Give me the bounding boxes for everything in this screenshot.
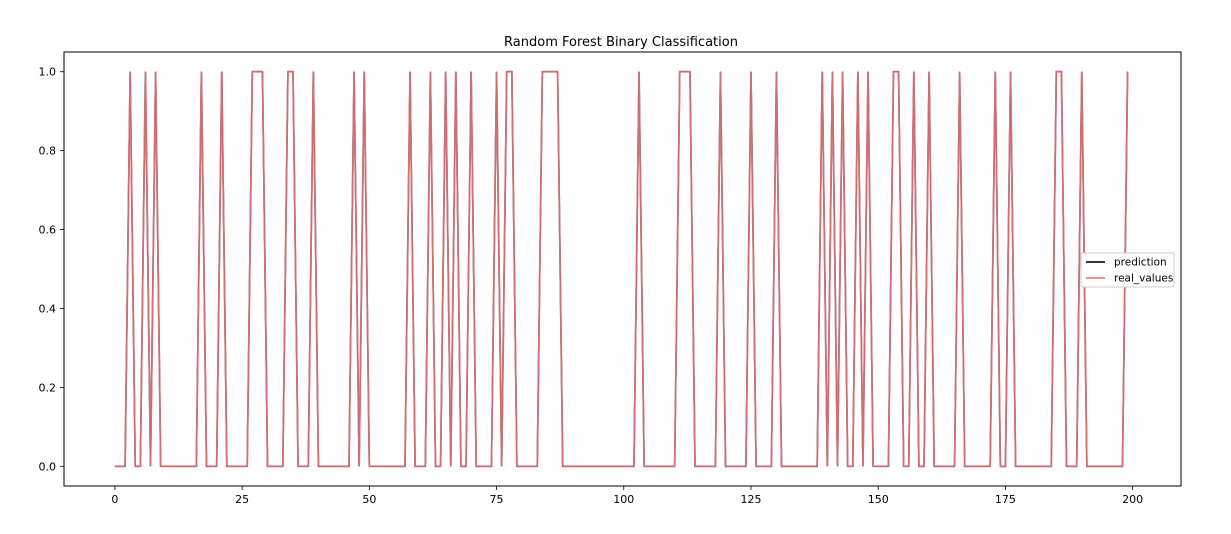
x-tick-label: 175 xyxy=(995,493,1016,506)
series-layer xyxy=(114,70,1129,468)
x-tick-label: 0 xyxy=(111,493,118,506)
legend: prediction real_values xyxy=(1080,252,1175,288)
y-axis: 0.0 0.2 0.4 0.6 0.8 1.0 xyxy=(39,66,64,473)
y-tick-label: 0.8 xyxy=(39,145,57,158)
x-tick-label: 75 xyxy=(490,493,504,506)
x-tick-label: 25 xyxy=(235,493,249,506)
y-tick-label: 0.6 xyxy=(39,224,57,237)
x-tick-label: 50 xyxy=(362,493,376,506)
y-tick-label: 0.0 xyxy=(39,460,57,473)
legend-label-real-values: real_values xyxy=(1114,273,1173,285)
chart-title: Random Forest Binary Classification xyxy=(504,35,738,50)
x-tick-label: 150 xyxy=(868,493,889,506)
series-line-real-values xyxy=(114,70,1129,468)
y-tick-label: 0.4 xyxy=(39,302,57,315)
x-tick-label: 200 xyxy=(1122,493,1143,506)
legend-label-prediction: prediction xyxy=(1114,257,1167,269)
y-tick-label: 0.2 xyxy=(39,381,57,394)
x-tick-label: 125 xyxy=(740,493,761,506)
y-tick-label: 1.0 xyxy=(39,66,57,79)
x-tick-label: 100 xyxy=(613,493,634,506)
x-axis: 0 25 50 75 100 125 150 175 200 xyxy=(111,486,1143,506)
